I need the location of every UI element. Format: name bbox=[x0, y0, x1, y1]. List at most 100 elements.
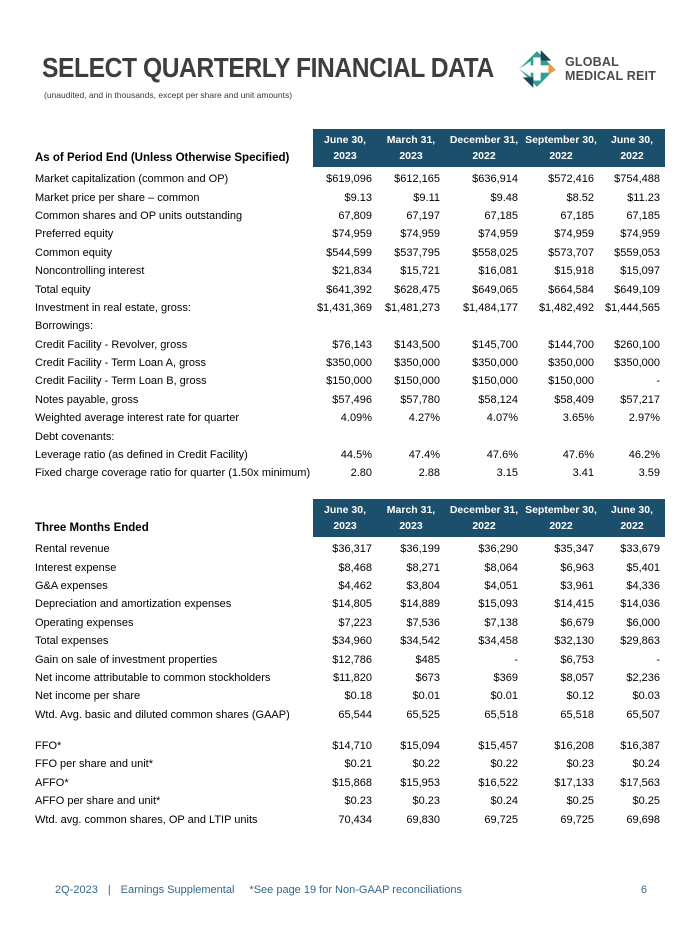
cell-value: $74,959 bbox=[478, 228, 518, 241]
cell-value: $350,000 bbox=[394, 357, 440, 370]
table-label-header: As of Period End (Unless Otherwise Speci… bbox=[35, 152, 290, 164]
table-label-header: Three Months Ended bbox=[35, 522, 149, 534]
cell-value: $6,679 bbox=[560, 616, 594, 629]
cell-value: $150,000 bbox=[548, 375, 594, 388]
table-row: Credit Facility - Term Loan A, gross $350… bbox=[35, 354, 665, 372]
cell-value: $74,959 bbox=[400, 228, 440, 241]
row-label: G&A expenses bbox=[35, 579, 108, 592]
three-months-ended-table: Three Months Ended June 30, 2023 March 31,… bbox=[35, 499, 665, 829]
cell-value: $29,863 bbox=[620, 635, 660, 648]
column-headers: June 30, 2023 March 31, 2023 December 31, 202… bbox=[313, 499, 665, 537]
cell-value: 67,185 bbox=[626, 209, 660, 222]
cell-value: $15,721 bbox=[400, 265, 440, 278]
row-label: Market price per share – common bbox=[35, 191, 200, 204]
cell-value: $8,064 bbox=[484, 561, 518, 574]
cell-value: 65,525 bbox=[406, 708, 440, 721]
cell-value: $7,138 bbox=[484, 616, 518, 629]
logo-wordmark-line1: GLOBAL bbox=[565, 55, 619, 69]
column-header-date: March 31, bbox=[386, 504, 436, 516]
cell-value: $0.12 bbox=[566, 690, 594, 703]
period-end-table: As of Period End (Unless Otherwise Speci… bbox=[35, 129, 665, 483]
cell-value: 3.15 bbox=[496, 467, 518, 480]
cell-value: $36,199 bbox=[400, 543, 440, 556]
cell-value: $1,484,177 bbox=[462, 301, 518, 314]
cell-value: $9.48 bbox=[490, 191, 518, 204]
cell-value: - bbox=[514, 653, 518, 666]
cell-value: $58,124 bbox=[478, 393, 518, 406]
cell-value: $573,707 bbox=[548, 246, 594, 259]
table-row: AFFO per share and unit* $0.23 $0.23 $0.24 $… bbox=[35, 792, 665, 810]
cell-value: 65,518 bbox=[560, 708, 594, 721]
table-row: Wtd. Avg. basic and diluted common share… bbox=[35, 706, 665, 724]
cell-value: 65,507 bbox=[626, 708, 660, 721]
cell-value: $572,416 bbox=[548, 173, 594, 186]
row-label: Investment in real estate, gross: bbox=[35, 301, 191, 314]
cell-value: 67,809 bbox=[338, 209, 372, 222]
cell-value: $74,959 bbox=[554, 228, 594, 241]
column-header: June 30, 2022 bbox=[599, 129, 665, 167]
cell-value: $143,500 bbox=[394, 338, 440, 351]
cell-value: $350,000 bbox=[548, 357, 594, 370]
table-row: Common shares and OP units outstanding 67… bbox=[35, 207, 665, 225]
column-header: March 31, 2023 bbox=[377, 499, 445, 537]
column-header: December 31, 2022 bbox=[445, 129, 523, 167]
column-header-year: 2023 bbox=[399, 150, 423, 162]
column-header: June 30, 2023 bbox=[313, 129, 377, 167]
table-row: AFFO* $15,868 $15,953 $16,522 $17,133 $17,563 bbox=[35, 774, 665, 792]
column-header: March 31, 2023 bbox=[377, 129, 445, 167]
column-header-date: June 30, bbox=[610, 504, 654, 516]
column-header-year: 2022 bbox=[472, 520, 496, 532]
page-title: SELECT QUARTERLY FINANCIAL DATA bbox=[42, 52, 494, 83]
cell-value: 47.6% bbox=[486, 449, 518, 462]
cell-value: $34,458 bbox=[478, 635, 518, 648]
cell-value: 4.09% bbox=[340, 412, 372, 425]
cell-value: $57,496 bbox=[332, 393, 372, 406]
cell-value: 67,185 bbox=[484, 209, 518, 222]
cell-value: $150,000 bbox=[394, 375, 440, 388]
cell-value: $636,914 bbox=[472, 173, 518, 186]
table-row: Debt covenants: bbox=[35, 427, 665, 445]
column-header: December 31, 2022 bbox=[445, 499, 523, 537]
cell-value: $8,468 bbox=[338, 561, 372, 574]
cell-value: $673 bbox=[415, 671, 440, 684]
cell-value: 2.80 bbox=[350, 467, 372, 480]
cell-value: $0.23 bbox=[566, 758, 594, 771]
table-row: G&A expenses $4,462 $3,804 $4,051 $3,961 $4,3… bbox=[35, 577, 665, 595]
cell-value: 3.59 bbox=[638, 467, 660, 480]
cell-value: $7,223 bbox=[338, 616, 372, 629]
table-row: Depreciation and amortization expenses $1… bbox=[35, 595, 665, 613]
table-row: Interest expense $8,468 $8,271 $8,064 $6,963… bbox=[35, 558, 665, 576]
row-label: Common equity bbox=[35, 246, 113, 259]
table-row: Total equity $641,392 $628,475 $649,065 $664… bbox=[35, 280, 665, 298]
cell-value: $0.24 bbox=[490, 795, 518, 808]
column-header: June 30, 2022 bbox=[599, 499, 665, 537]
cell-value: $0.24 bbox=[632, 758, 660, 771]
cell-value: $145,700 bbox=[472, 338, 518, 351]
cell-value: 69,698 bbox=[626, 813, 660, 826]
footer-label: Earnings Supplemental bbox=[120, 884, 235, 896]
page-footer: 2Q-2023 | Earnings Supplemental *See page 1… bbox=[55, 884, 647, 896]
cell-value: $17,133 bbox=[554, 776, 594, 789]
column-header-year: 2023 bbox=[333, 520, 357, 532]
row-label: Market capitalization (common and OP) bbox=[35, 173, 229, 186]
table-row: Weighted average interest rate for quart… bbox=[35, 409, 665, 427]
cell-value: $9.11 bbox=[413, 191, 440, 204]
table-row: Borrowings: bbox=[35, 317, 665, 335]
cell-value: 2.88 bbox=[418, 467, 440, 480]
table-row: Preferred equity $74,959 $74,959 $74,959 $74… bbox=[35, 225, 665, 243]
cell-value: $8.52 bbox=[566, 191, 594, 204]
cell-value: $36,290 bbox=[478, 543, 518, 556]
cell-value: $0.18 bbox=[344, 690, 372, 703]
row-label: Credit Facility - Revolver, gross bbox=[35, 338, 188, 351]
cell-value: $0.23 bbox=[412, 795, 440, 808]
cell-value: $15,094 bbox=[400, 740, 440, 753]
footer-text: 2Q-2023 | Earnings Supplemental *See page 1… bbox=[55, 884, 462, 896]
company-logo: GLOBAL MEDICAL REIT bbox=[516, 48, 656, 90]
cell-value: $9.13 bbox=[344, 191, 372, 204]
cell-value: $544,599 bbox=[326, 246, 372, 259]
cell-value: $32,130 bbox=[554, 635, 594, 648]
column-header-date: September 30, bbox=[525, 504, 597, 516]
cell-value: $1,482,492 bbox=[538, 301, 594, 314]
cell-value: $0.22 bbox=[412, 758, 440, 771]
cell-value: $21,834 bbox=[332, 265, 372, 278]
